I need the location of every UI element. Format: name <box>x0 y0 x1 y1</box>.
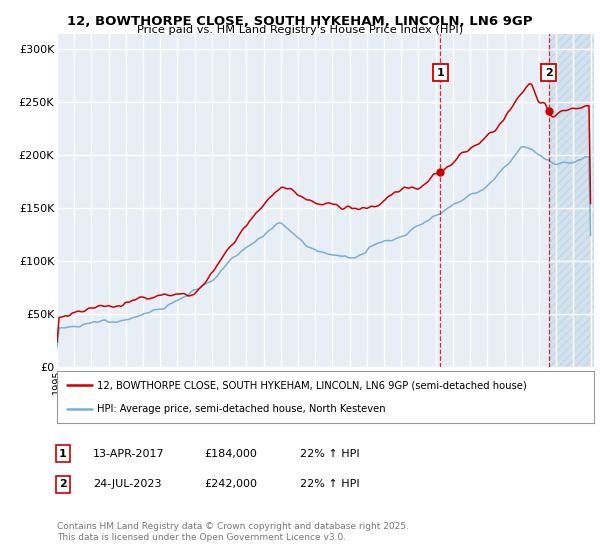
Text: 13-APR-2017: 13-APR-2017 <box>93 449 164 459</box>
Text: 2: 2 <box>59 479 67 489</box>
Text: Contains HM Land Registry data © Crown copyright and database right 2025.: Contains HM Land Registry data © Crown c… <box>57 522 409 531</box>
Text: 22% ↑ HPI: 22% ↑ HPI <box>300 479 359 489</box>
Text: 22% ↑ HPI: 22% ↑ HPI <box>300 449 359 459</box>
Text: This data is licensed under the Open Government Licence v3.0.: This data is licensed under the Open Gov… <box>57 533 346 542</box>
Text: 12, BOWTHORPE CLOSE, SOUTH HYKEHAM, LINCOLN, LN6 9GP (semi-detached house): 12, BOWTHORPE CLOSE, SOUTH HYKEHAM, LINC… <box>97 380 527 390</box>
Text: 2: 2 <box>545 68 553 78</box>
Text: HPI: Average price, semi-detached house, North Kesteven: HPI: Average price, semi-detached house,… <box>97 404 386 414</box>
Text: £184,000: £184,000 <box>204 449 257 459</box>
Text: 1: 1 <box>59 449 67 459</box>
Text: 1: 1 <box>436 68 444 78</box>
Bar <box>548 34 594 367</box>
Bar <box>548 34 594 367</box>
Text: Price paid vs. HM Land Registry's House Price Index (HPI): Price paid vs. HM Land Registry's House … <box>137 25 463 35</box>
Text: 12, BOWTHORPE CLOSE, SOUTH HYKEHAM, LINCOLN, LN6 9GP: 12, BOWTHORPE CLOSE, SOUTH HYKEHAM, LINC… <box>67 15 533 27</box>
Text: 24-JUL-2023: 24-JUL-2023 <box>93 479 161 489</box>
Text: £242,000: £242,000 <box>204 479 257 489</box>
